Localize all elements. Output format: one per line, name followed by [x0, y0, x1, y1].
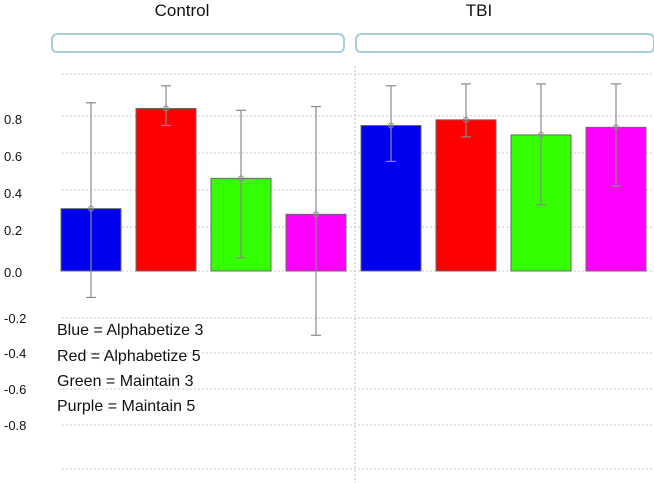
- y-tick-label: -0.4: [4, 346, 26, 361]
- error-bar: [461, 83, 471, 138]
- y-tick-label: -0.8: [4, 418, 26, 433]
- legend-entry-alphabetize-5: Red = Alphabetize 5: [57, 348, 201, 365]
- legend: Blue = Alphabetize 3 Red = Alphabetize 5…: [57, 322, 203, 415]
- y-tick-label: 0.0: [4, 265, 22, 280]
- y-tick-label: 0.4: [4, 186, 22, 201]
- y-tick-label: -0.2: [4, 311, 26, 326]
- error-bar: [311, 105, 321, 336]
- bars: [60, 107, 647, 272]
- legend-entry-maintain-5: Purple = Maintain 5: [57, 398, 195, 415]
- group-label-tbi: TBI: [466, 1, 492, 20]
- group-label-control: Control: [155, 1, 210, 20]
- y-tick-label: 0.2: [4, 223, 22, 238]
- y-tick-label: 0.6: [4, 149, 22, 164]
- group-bracket-tbi: [355, 33, 654, 53]
- bar-tbi-alphabetize-5: [435, 119, 497, 272]
- y-tick-label: -0.6: [4, 382, 26, 397]
- error-bars: [86, 83, 621, 336]
- error-bar: [386, 85, 396, 162]
- error-bar: [536, 83, 546, 206]
- error-bar: [236, 109, 246, 259]
- y-tick-label: 0.8: [4, 112, 22, 127]
- legend-entry-maintain-3: Green = Maintain 3: [57, 373, 194, 390]
- error-bar: [161, 85, 171, 127]
- error-bar: [86, 102, 96, 299]
- group-bracket-control: [51, 33, 345, 53]
- legend-entry-alphabetize-3: Blue = Alphabetize 3: [57, 322, 203, 339]
- error-bar: [611, 83, 621, 187]
- y-axis-ticks: 0.8 0.6 0.4 0.2 0.0 -0.2 -0.4 -0.6 -0.8: [4, 112, 26, 433]
- bar-control-alphabetize-5: [135, 107, 197, 272]
